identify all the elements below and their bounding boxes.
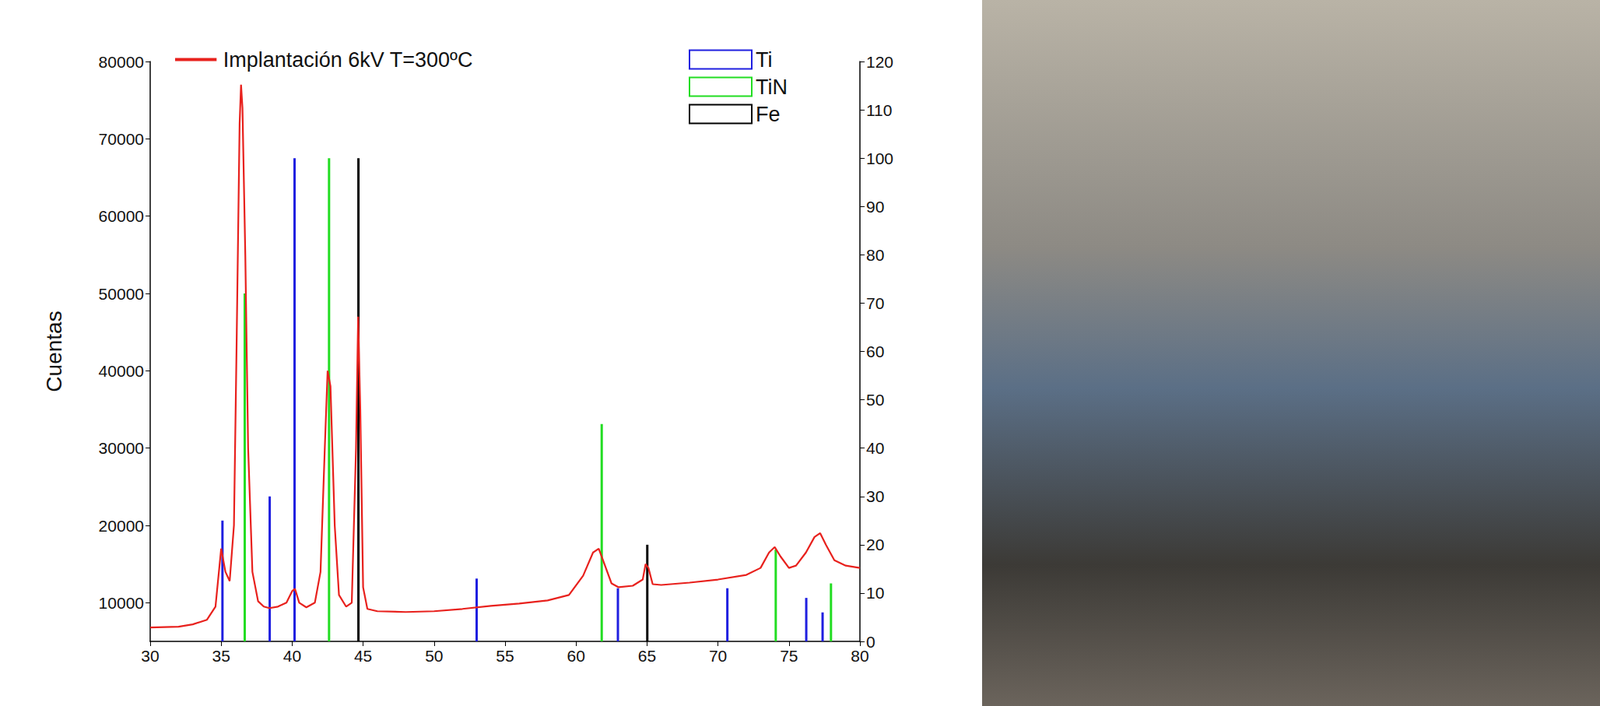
svg-text:50: 50	[866, 390, 885, 409]
svg-text:20000: 20000	[98, 516, 144, 535]
svg-text:Ti: Ti	[755, 48, 773, 72]
svg-text:30: 30	[140, 646, 159, 665]
svg-text:TiN: TiN	[755, 75, 788, 99]
svg-text:0: 0	[866, 632, 876, 651]
svg-text:110: 110	[866, 101, 892, 120]
svg-text:55: 55	[495, 646, 514, 665]
svg-text:40: 40	[283, 646, 302, 665]
svg-text:70: 70	[708, 646, 727, 665]
svg-text:80000: 80000	[98, 52, 144, 71]
svg-text:80: 80	[850, 646, 869, 665]
svg-text:75: 75	[779, 646, 798, 665]
svg-text:60000: 60000	[98, 207, 144, 225]
svg-text:Implantación 6kV T=300ºC: Implantación 6kV T=300ºC	[223, 48, 474, 72]
svg-text:60: 60	[567, 646, 586, 665]
svg-text:90: 90	[866, 197, 885, 216]
svg-text:50: 50	[424, 646, 443, 665]
svg-text:30: 30	[866, 487, 885, 506]
svg-text:20: 20	[866, 535, 885, 554]
svg-text:Cuentas: Cuentas	[42, 310, 67, 392]
svg-text:70000: 70000	[98, 129, 144, 148]
svg-text:40: 40	[866, 438, 885, 457]
svg-text:80: 80	[866, 245, 885, 264]
svg-text:Fe: Fe	[755, 102, 781, 127]
svg-text:70: 70	[866, 294, 885, 313]
svg-text:40000: 40000	[98, 361, 144, 380]
svg-text:120: 120	[866, 52, 894, 71]
svg-text:60: 60	[866, 342, 885, 361]
svg-text:30000: 30000	[98, 438, 144, 457]
svg-text:10: 10	[866, 583, 885, 602]
svg-text:65: 65	[638, 646, 657, 665]
svg-text:35: 35	[212, 646, 231, 665]
svg-text:10000: 10000	[98, 593, 144, 612]
svg-text:50000: 50000	[98, 284, 144, 303]
svg-text:100: 100	[866, 149, 894, 168]
svg-text:45: 45	[354, 646, 372, 665]
